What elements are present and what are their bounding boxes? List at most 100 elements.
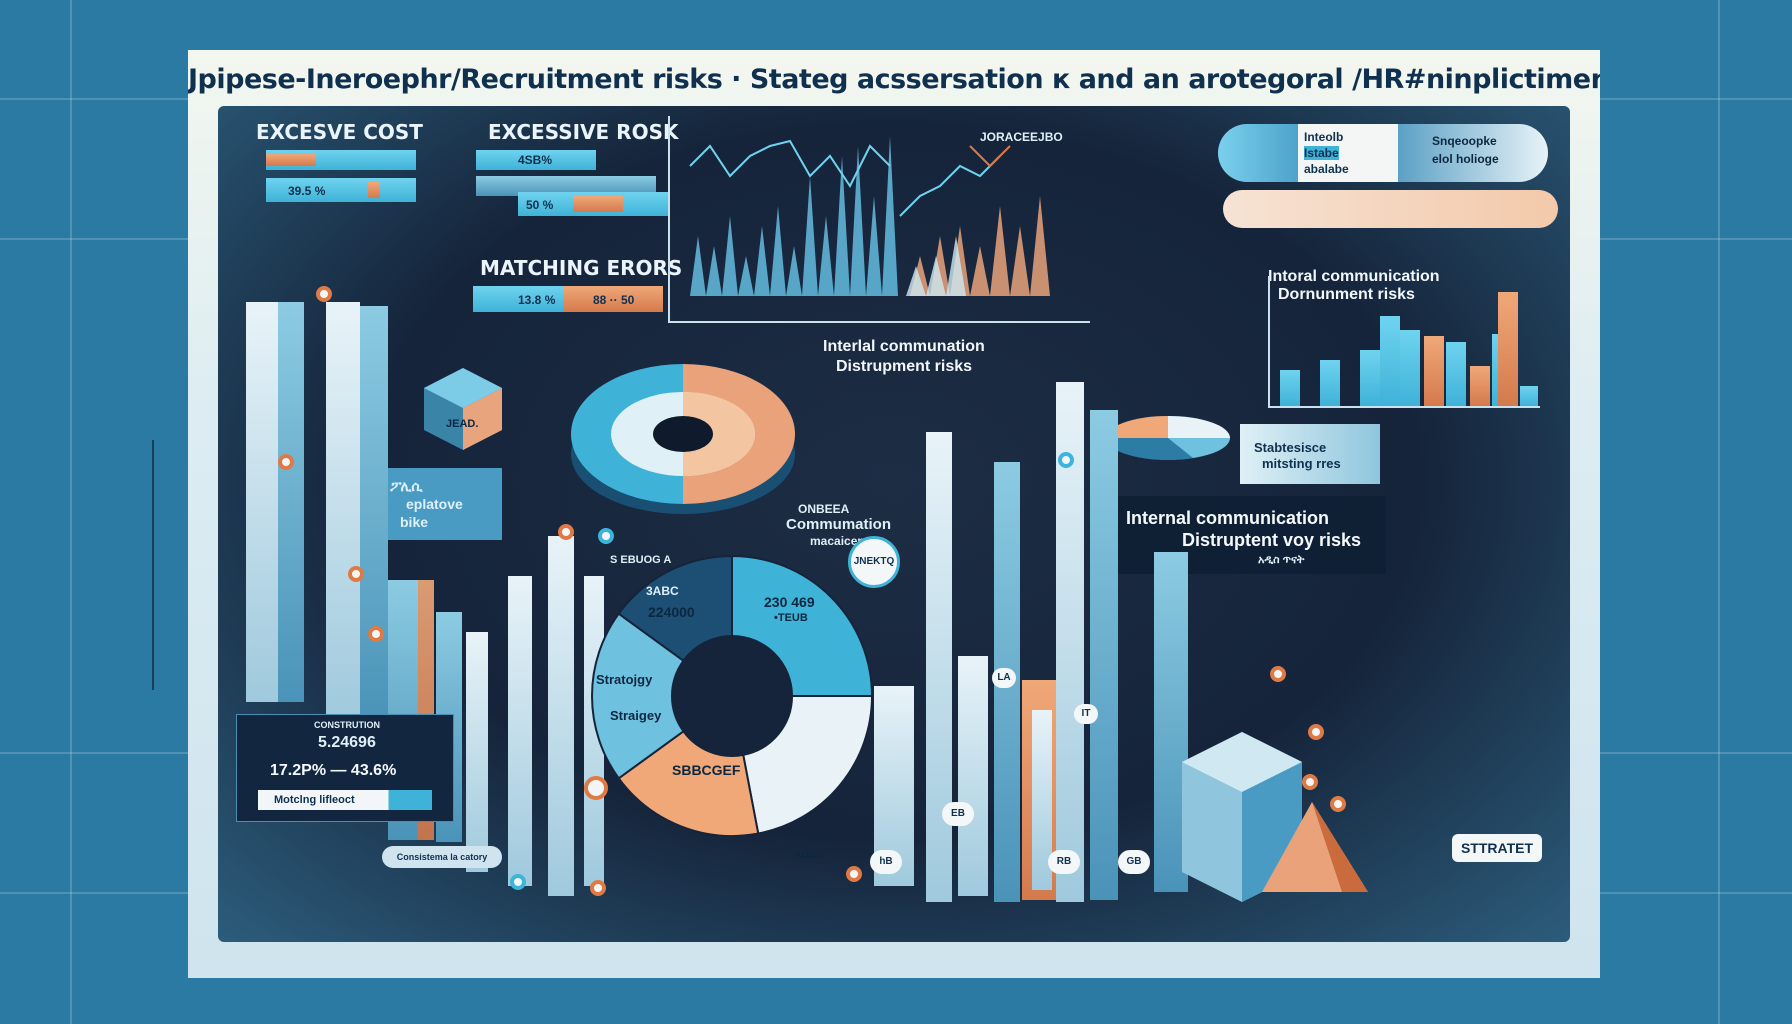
bottom-left-top: CONSTRUTION — [314, 720, 380, 730]
tower-tag: EB — [942, 802, 974, 826]
page-title: Jpipese-Ineroephr/Recruitment risks · St… — [188, 64, 1600, 95]
excessive-cost-bar — [266, 154, 316, 166]
timeline-node — [558, 524, 574, 540]
strategy-button[interactable]: STTRATET — [1452, 834, 1542, 862]
chart-bar — [1498, 292, 1518, 406]
internal-comm-top-title: Intoral communication — [1268, 268, 1440, 285]
internal-comm-right-panel — [1106, 496, 1386, 574]
top-right-text: elol holioge — [1432, 152, 1499, 166]
top-right-text: Inteolb — [1304, 130, 1344, 144]
donut-label: Straigey — [610, 708, 662, 723]
explanatory-text: bike — [400, 514, 429, 530]
pie-slice — [1168, 416, 1230, 438]
chart-bar — [1424, 336, 1444, 406]
internal-comm-mid-title: Distrupment risks — [836, 358, 973, 375]
excessive-risk-value: 50 % — [526, 198, 554, 212]
timeline-node — [348, 566, 364, 582]
spike-series — [690, 136, 898, 296]
timeline-node — [1308, 724, 1324, 740]
chart-bar — [1520, 386, 1538, 406]
bar-column — [958, 656, 988, 896]
tower-tag: IT — [1074, 704, 1098, 724]
stable-box — [1240, 424, 1380, 484]
chart-bar — [1400, 330, 1420, 406]
ring-inner — [683, 392, 755, 476]
timeline-node — [368, 626, 384, 642]
bar-column — [508, 576, 532, 886]
iso-pyramid — [1312, 802, 1368, 892]
mid-tag: S EBUOG A — [610, 554, 672, 566]
tower-tag: GB — [1118, 850, 1150, 874]
excessive-risk-bar — [573, 196, 623, 212]
internal-comm-right-title: Internal communication — [1126, 508, 1330, 528]
timeline-node — [590, 880, 606, 896]
pie-slice — [1168, 438, 1230, 458]
top-right-shadow-pill — [1223, 190, 1558, 228]
matching-errors-value: 13.8 % — [518, 293, 556, 307]
center-label: ONBEEA — [798, 502, 850, 516]
matching-errors-value: 88 ·· 50 — [593, 293, 635, 307]
cube-icon — [424, 368, 502, 450]
chart-bar — [1470, 366, 1490, 406]
top-chart-svg — [689, 136, 1050, 296]
tall-tower — [246, 302, 278, 702]
cube-face — [463, 388, 502, 450]
internal-comm-bar-chart — [1268, 276, 1540, 408]
top-right-text: abalabe — [1304, 162, 1349, 176]
stable-box-text: Stabtesisce — [1254, 440, 1327, 455]
matching-errors-bar — [563, 286, 663, 312]
stable-box-text: mitsting rres — [1262, 456, 1341, 471]
footer-mid-tag: ADOC — [794, 850, 824, 861]
donut-chart — [591, 554, 874, 836]
trend-line — [969, 145, 1011, 168]
gridline — [70, 0, 72, 1024]
timeline-node — [510, 874, 526, 890]
excessive-risk-value: 4SB% — [518, 153, 553, 167]
excessive-cost-value: 39.5 % — [288, 184, 326, 198]
tower-tag: LA — [992, 668, 1016, 688]
donut-hole — [672, 636, 792, 756]
timeline-node — [598, 528, 614, 544]
timeline-node — [1058, 452, 1074, 468]
spike-series — [906, 236, 966, 296]
bar-column — [926, 432, 952, 902]
excessive-cost-bar — [266, 178, 416, 202]
tall-tower — [360, 306, 388, 722]
excessive-cost-label: EXCESVE COST — [256, 120, 423, 144]
chart-bar — [1280, 370, 1300, 406]
cube-label: JEAD. — [446, 418, 479, 430]
center-label: Commumation — [786, 516, 891, 533]
donut-label: 230 469 — [764, 594, 815, 610]
bar-column — [466, 632, 488, 872]
internal-comm-mid-title: Interlal communation — [823, 338, 985, 355]
explanatory-text: eplatove — [406, 496, 463, 512]
ring-diagram — [571, 364, 795, 514]
donut-label: •TEUB — [774, 612, 808, 624]
chart-bar — [1360, 350, 1380, 406]
tower-tag: RB — [1048, 850, 1080, 874]
timeline-node — [846, 866, 862, 882]
top-line-chart: JORACEEJBO — [668, 116, 1090, 323]
matching-errors-label: MATCHING ERORS — [480, 256, 683, 280]
infographic-frame: Jpipese-Ineroephr/Recruitment risks · St… — [188, 50, 1600, 978]
small-pie-chart — [1106, 416, 1230, 460]
top-right-text: Snqeoopke — [1432, 134, 1497, 148]
bar-column — [1090, 410, 1118, 900]
internal-comm-right-sub: አዲስ ጥናት — [1258, 554, 1305, 566]
isometric-shapes — [1182, 732, 1368, 902]
ring-hole — [653, 416, 713, 452]
timeline-node — [316, 286, 332, 302]
timeline-node — [1330, 796, 1346, 812]
bottom-left-range: 17.2P% — 43.6% — [270, 762, 397, 779]
internal-comm-right-title: Distruptent voy risks — [1182, 530, 1362, 550]
bar-column — [1056, 382, 1084, 902]
excessive-risk-bar — [476, 150, 596, 170]
internal-comm-top-title: Dornunment risks — [1278, 286, 1415, 303]
footer-left-tag: Сonsistema la catory — [382, 846, 502, 868]
chart-bar — [1320, 360, 1340, 406]
dark-canvas: EXCESVE COST 39.5 % EXCESSIVE ROSK 4SB% … — [218, 106, 1570, 942]
chart-bar — [1446, 342, 1466, 406]
timeline-node — [278, 454, 294, 470]
bottom-left-bar — [258, 790, 432, 810]
excessive-risk-label: EXCESSIVE ROSK — [488, 120, 679, 144]
